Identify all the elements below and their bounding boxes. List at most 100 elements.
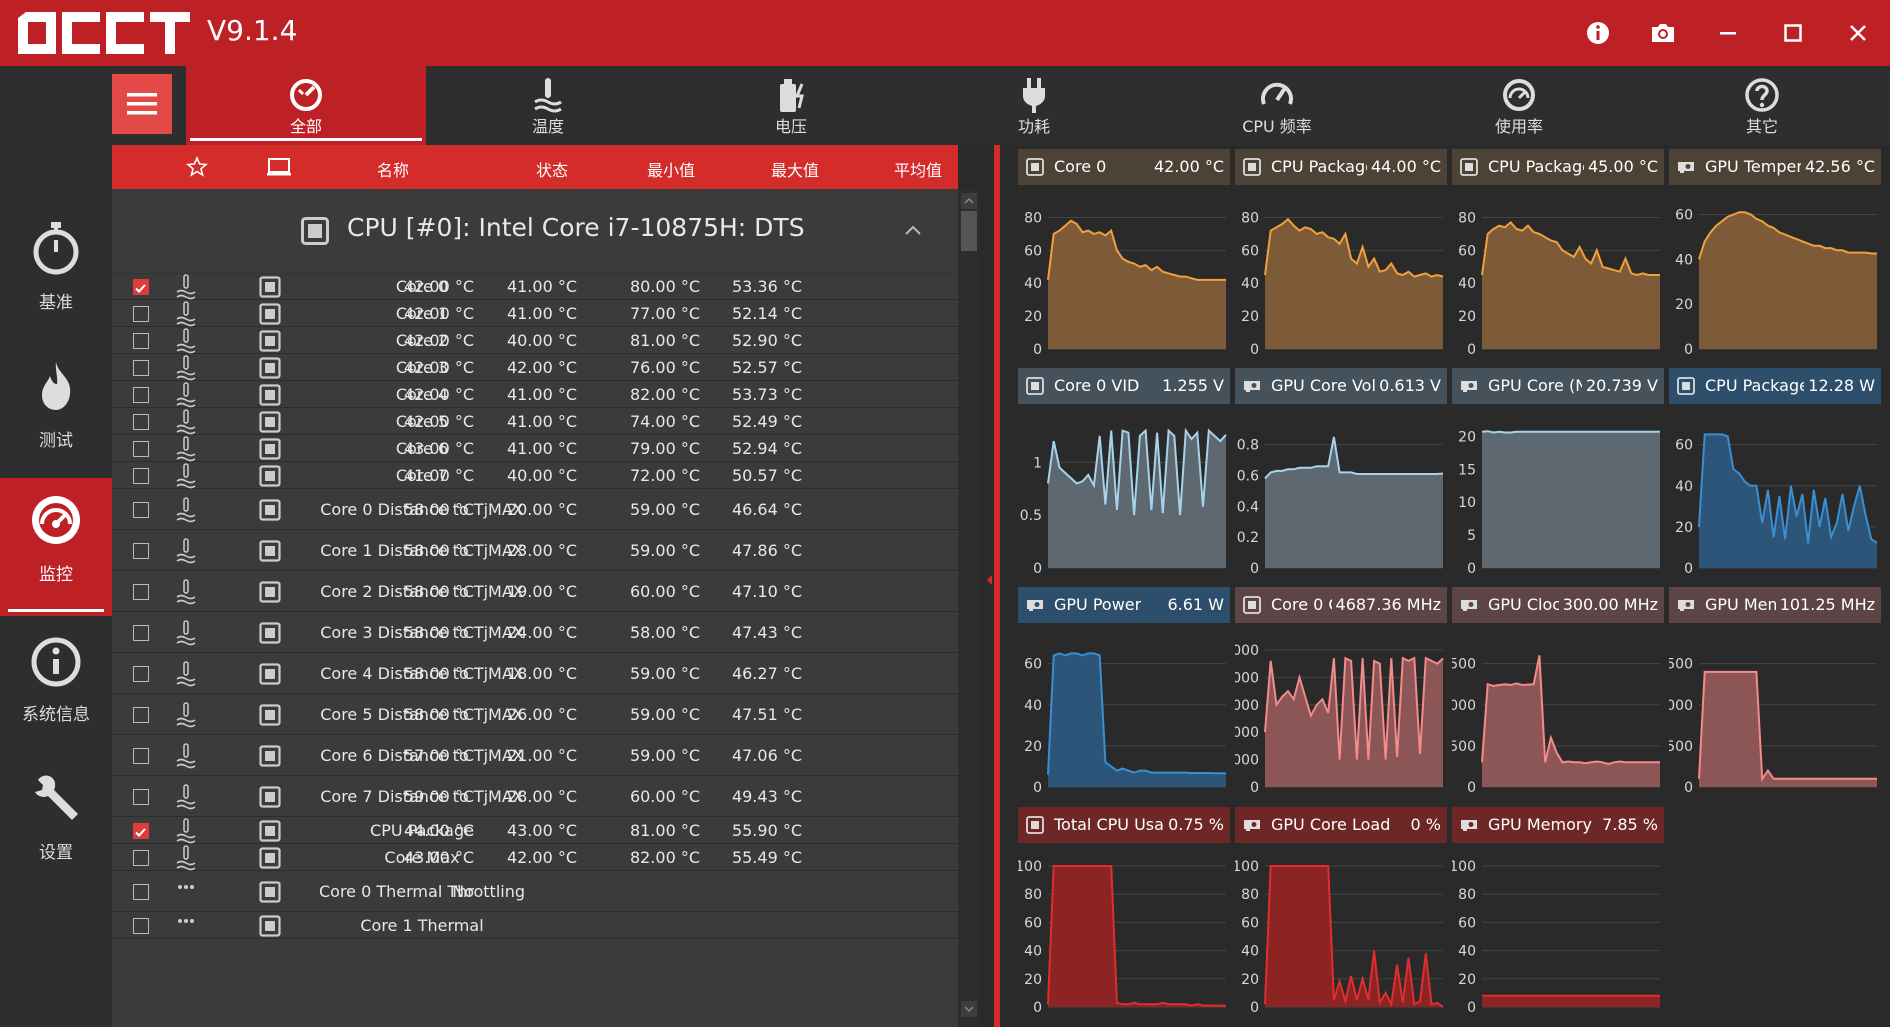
cpu-chip-icon[interactable] <box>259 820 281 842</box>
cpu-chip-icon[interactable] <box>259 276 281 298</box>
display-column-icon[interactable] <box>266 156 292 178</box>
row-checkbox[interactable] <box>133 850 149 866</box>
table-row[interactable]: Core 1 Thermal <box>112 913 958 939</box>
cpu-chip-icon[interactable] <box>259 384 281 406</box>
scroll-up-icon[interactable] <box>961 193 977 209</box>
cpu-chip-icon[interactable] <box>259 663 281 685</box>
row-checkbox[interactable] <box>133 279 149 295</box>
header-name[interactable]: 名称 <box>377 161 410 180</box>
row-checkbox[interactable] <box>133 823 149 839</box>
row-checkbox[interactable] <box>133 918 149 934</box>
sensor-graph-card[interactable]: GPU Core Volt 0.613 V 0.8 0.6 0.4 0.2 0 <box>1235 368 1447 576</box>
nav-monitor[interactable]: 监控 <box>0 478 112 616</box>
cpu-chip-icon[interactable] <box>259 499 281 521</box>
nav-settings[interactable]: 设置 <box>0 756 112 894</box>
sensor-graph-card[interactable]: Total CPU Usag 0.75 % 100 80 60 40 20 0 <box>1018 807 1230 1015</box>
tab-cpu-frequency[interactable]: CPU 频率 <box>1157 66 1397 145</box>
favorite-column-icon[interactable] <box>186 156 208 178</box>
table-row[interactable]: CPU Package 44.00 °C 43.00 °C 81.00 °C 55.90… <box>112 818 958 844</box>
table-row[interactable]: Core 2 Distance to TjMAX 58.00 °C 19.00 °C… <box>112 572 958 612</box>
table-row[interactable]: Core 0 Thermal Throttling No <box>112 872 958 912</box>
cpu-chip-icon[interactable] <box>259 330 281 352</box>
collapse-chevron-icon[interactable] <box>904 224 922 236</box>
sensor-graph-card[interactable]: CPU Package 12.28 W 60 40 20 0 <box>1669 368 1881 576</box>
table-row[interactable]: Core 6 43.00 °C 41.00 °C 79.00 °C 52.94 °C <box>112 436 958 462</box>
cpu-chip-icon[interactable] <box>259 622 281 644</box>
sensor-graph-card[interactable]: GPU Power 6.61 W 60 40 20 0 <box>1018 587 1230 795</box>
tab-usage[interactable]: 使用率 <box>1399 66 1639 145</box>
sensor-graph-card[interactable]: CPU Package 45.00 °C 80 60 40 20 0 <box>1452 149 1664 357</box>
row-checkbox[interactable] <box>133 306 149 322</box>
header-max[interactable]: 最大值 <box>771 161 820 180</box>
scroll-thumb[interactable] <box>961 211 977 251</box>
sensor-graph-card[interactable]: GPU Tempera 42.56 °C 60 40 20 0 <box>1669 149 1881 357</box>
cpu-chip-icon[interactable] <box>259 411 281 433</box>
table-row[interactable]: Core 4 Distance to TjMAX 58.00 °C 18.00 °C… <box>112 654 958 694</box>
header-min[interactable]: 最小值 <box>647 161 696 180</box>
minimize-button[interactable] <box>1708 13 1748 53</box>
info-button[interactable] <box>1578 13 1618 53</box>
row-checkbox[interactable] <box>133 468 149 484</box>
sensor-graph-card[interactable]: CPU Package 44.00 °C 80 60 40 20 0 <box>1235 149 1447 357</box>
screenshot-button[interactable] <box>1643 13 1683 53</box>
row-checkbox[interactable] <box>133 707 149 723</box>
table-row[interactable]: Core 3 42.00 °C 42.00 °C 76.00 °C 52.57 °C <box>112 355 958 381</box>
row-checkbox[interactable] <box>133 414 149 430</box>
table-row[interactable]: Core 1 42.00 °C 41.00 °C 77.00 °C 52.14 °C <box>112 301 958 327</box>
cpu-chip-icon[interactable] <box>259 438 281 460</box>
nav-benchmark[interactable]: 基准 <box>0 206 112 344</box>
cpu-chip-icon[interactable] <box>259 465 281 487</box>
row-checkbox[interactable] <box>133 884 149 900</box>
row-checkbox[interactable] <box>133 748 149 764</box>
cpu-chip-icon[interactable] <box>259 786 281 808</box>
scroll-down-icon[interactable] <box>961 1001 977 1017</box>
sensor-group-header[interactable]: CPU [#0]: Intel Core i7-10875H: DTS <box>112 189 958 274</box>
maximize-button[interactable] <box>1773 13 1813 53</box>
cpu-chip-icon[interactable] <box>259 847 281 869</box>
table-row[interactable]: Core 7 41.00 °C 40.00 °C 72.00 °C 50.57 °C <box>112 463 958 489</box>
cpu-chip-icon[interactable] <box>259 881 281 903</box>
row-checkbox[interactable] <box>133 441 149 457</box>
cpu-chip-icon[interactable] <box>259 581 281 603</box>
sensor-graph-card[interactable]: GPU Memory I 7.85 % 100 80 60 40 20 0 <box>1452 807 1664 1015</box>
tab-all[interactable]: 全部 <box>186 66 426 145</box>
table-row[interactable]: Core 1 Distance to TjMAX 58.00 °C 23.00 °C… <box>112 531 958 571</box>
cpu-chip-icon[interactable] <box>259 704 281 726</box>
tab-temperature[interactable]: 温度 <box>428 66 668 145</box>
table-row[interactable]: Core 4 42.00 °C 41.00 °C 82.00 °C 53.73 °C <box>112 382 958 408</box>
header-status[interactable]: 状态 <box>536 161 569 180</box>
row-checkbox[interactable] <box>133 789 149 805</box>
row-checkbox[interactable] <box>133 360 149 376</box>
table-row[interactable]: Core 2 42.00 °C 40.00 °C 81.00 °C 52.90 °C <box>112 328 958 354</box>
cpu-chip-icon[interactable] <box>259 357 281 379</box>
tab-voltage[interactable]: 电压 <box>671 66 911 145</box>
nav-system-info[interactable]: 系统信息 <box>0 618 112 756</box>
cpu-chip-icon[interactable] <box>259 915 281 937</box>
table-row[interactable]: Core Max 43.00 °C 42.00 °C 82.00 °C 55.49 °C <box>112 845 958 871</box>
menu-button[interactable] <box>112 74 172 134</box>
table-row[interactable]: Core 5 42.00 °C 41.00 °C 74.00 °C 52.49 °C <box>112 409 958 435</box>
row-checkbox[interactable] <box>133 387 149 403</box>
cpu-chip-icon[interactable] <box>259 303 281 325</box>
table-row[interactable]: Core 0 42.00 °C 41.00 °C 80.00 °C 53.36 °C <box>112 274 958 300</box>
header-avg[interactable]: 平均值 <box>894 161 943 180</box>
sensor-graph-card[interactable]: GPU Core Load 0 % 100 80 60 40 20 0 <box>1235 807 1447 1015</box>
sensor-graph-card[interactable]: Core 0 VID 1.255 V 1 0.5 0 <box>1018 368 1230 576</box>
close-button[interactable] <box>1838 13 1878 53</box>
row-checkbox[interactable] <box>133 333 149 349</box>
sensor-graph-card[interactable]: Core 0 42.00 °C 80 60 40 20 0 <box>1018 149 1230 357</box>
table-row[interactable]: Core 3 Distance to TjMAX 58.00 °C 24.00 °C… <box>112 613 958 653</box>
table-row[interactable]: Core 5 Distance to TjMAX 58.00 °C 26.00 °C… <box>112 695 958 735</box>
row-checkbox[interactable] <box>133 584 149 600</box>
row-checkbox[interactable] <box>133 543 149 559</box>
row-checkbox[interactable] <box>133 502 149 518</box>
cpu-chip-icon[interactable] <box>259 540 281 562</box>
cpu-chip-icon[interactable] <box>259 745 281 767</box>
nav-test[interactable]: 测试 <box>0 344 112 482</box>
table-scrollbar[interactable] <box>958 189 980 1027</box>
row-checkbox[interactable] <box>133 625 149 641</box>
tab-power[interactable]: 功耗 <box>914 66 1154 145</box>
